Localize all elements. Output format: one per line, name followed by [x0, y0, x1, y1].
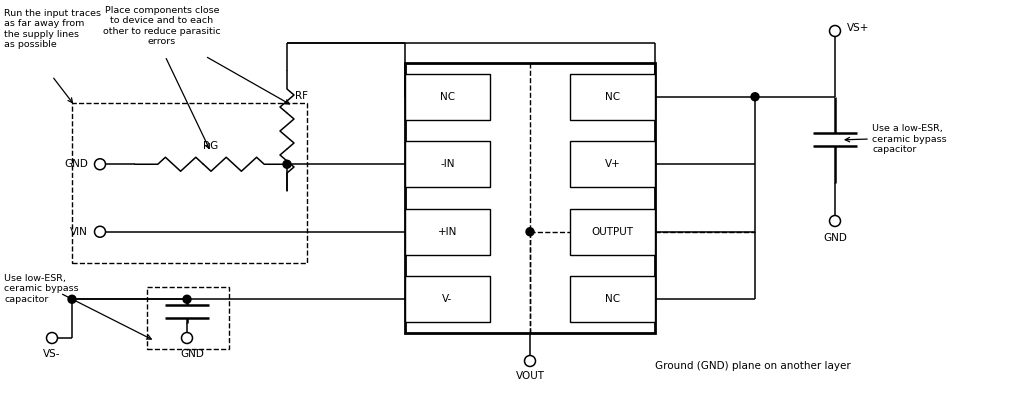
Circle shape [829, 215, 840, 227]
Text: V+: V+ [604, 159, 621, 169]
Text: Place components close
to device and to each
other to reduce parasitic
errors: Place components close to device and to … [103, 6, 221, 46]
Text: GND: GND [180, 349, 204, 359]
Circle shape [751, 93, 759, 101]
Bar [405, 209, 490, 255]
Text: Use a low-ESR,
ceramic bypass
capacitor: Use a low-ESR, ceramic bypass capacitor [872, 124, 946, 154]
Circle shape [526, 228, 534, 236]
Bar [570, 74, 655, 120]
Text: GND: GND [823, 233, 847, 243]
Bar [147, 287, 229, 349]
Circle shape [829, 26, 840, 36]
Text: +IN: +IN [438, 227, 457, 237]
Circle shape [283, 160, 291, 168]
Circle shape [182, 332, 193, 344]
Text: OUTPUT: OUTPUT [591, 227, 633, 237]
Bar [405, 63, 655, 333]
Text: RF: RF [295, 91, 308, 101]
Bar [405, 141, 490, 187]
Text: GND: GND [64, 159, 88, 169]
Bar [405, 276, 490, 322]
Text: RG: RG [203, 141, 218, 151]
Text: VOUT: VOUT [516, 371, 544, 381]
Circle shape [525, 356, 535, 367]
Circle shape [95, 159, 105, 170]
Circle shape [95, 226, 105, 237]
Text: Run the input traces
as far away from
the supply lines
as possible: Run the input traces as far away from th… [4, 9, 101, 49]
Text: Ground (GND) plane on another layer: Ground (GND) plane on another layer [655, 361, 850, 371]
Bar [570, 141, 655, 187]
Text: NC: NC [440, 92, 455, 102]
Text: V-: V- [442, 294, 452, 304]
Circle shape [183, 295, 191, 303]
Circle shape [47, 332, 57, 344]
Bar [72, 103, 307, 263]
Text: -IN: -IN [440, 159, 454, 169]
Text: VS-: VS- [43, 349, 61, 359]
Text: Use low-ESR,
ceramic bypass
capacitor: Use low-ESR, ceramic bypass capacitor [4, 274, 79, 304]
Text: VS+: VS+ [847, 23, 869, 33]
Text: NC: NC [604, 294, 620, 304]
Bar [570, 209, 655, 255]
Text: VIN: VIN [70, 227, 88, 237]
Text: NC: NC [604, 92, 620, 102]
Bar [570, 276, 655, 322]
Circle shape [68, 295, 76, 303]
Bar [405, 74, 490, 120]
